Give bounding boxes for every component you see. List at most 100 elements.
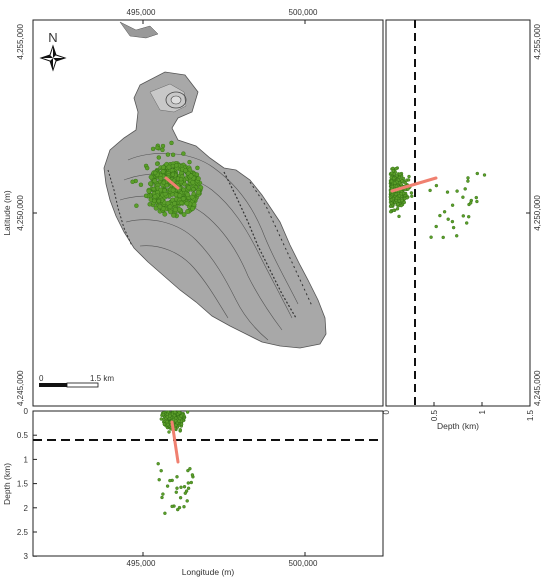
- scale-bar: 0 1.5 km: [39, 374, 114, 388]
- depth-point: [167, 430, 171, 434]
- epicenter-point: [156, 155, 162, 160]
- epicenter-point: [170, 172, 176, 177]
- epicenter-point: [146, 188, 152, 194]
- depth-point: [157, 478, 161, 482]
- epicenter-point: [195, 189, 201, 195]
- depth-point: [394, 196, 399, 200]
- depth-point: [394, 166, 398, 171]
- depth-point: [461, 214, 465, 218]
- side-xticks: 00.511.522.53: [382, 402, 535, 421]
- epicenter-point: [160, 164, 166, 170]
- depth-point: [179, 485, 183, 489]
- epicenter-point: [164, 183, 170, 188]
- side-xtick-label: 1: [478, 409, 487, 414]
- depth-point: [463, 187, 467, 191]
- depth-point: [163, 511, 167, 515]
- depth-point: [168, 414, 172, 418]
- depth-point: [450, 219, 455, 224]
- epicenter-point: [185, 209, 191, 214]
- map-fault-trace: [164, 176, 180, 190]
- epicenter-point: [181, 151, 186, 156]
- depth-point: [178, 496, 183, 500]
- depth-point: [394, 192, 398, 197]
- depth-point: [434, 183, 439, 188]
- depth-point: [178, 416, 182, 421]
- depth-point: [393, 181, 397, 185]
- depth-point: [389, 209, 393, 214]
- side-fault-trace: [390, 176, 438, 193]
- depth-point: [172, 413, 177, 418]
- map-panel: N 0 1.5 km 495,000 500,000 4,255,000 4,2…: [2, 8, 384, 407]
- epicenter-point: [177, 193, 183, 199]
- epicenter-point: [134, 203, 139, 208]
- epicenter-point: [147, 202, 152, 207]
- depth-point: [185, 499, 189, 503]
- depth-point: [159, 469, 163, 473]
- bottom-yaxis-label: Depth (km): [2, 463, 12, 505]
- map-xtick-500000: 500,000: [289, 8, 318, 17]
- epicenter-point: [191, 186, 196, 192]
- depth-point: [461, 195, 465, 199]
- depth-point: [389, 171, 394, 175]
- depth-point: [165, 484, 170, 488]
- map-ytick-4250000: 4,250,000: [16, 195, 25, 231]
- epicenter-point: [160, 169, 166, 174]
- depth-point: [391, 169, 395, 173]
- depth-point: [161, 492, 165, 496]
- epicenter-point: [154, 161, 160, 167]
- depth-point: [406, 178, 411, 182]
- depth-point: [474, 195, 478, 200]
- epicenter-point: [167, 204, 173, 210]
- side-xaxis-label: Depth (km): [437, 421, 479, 431]
- bottom-ytick-label: 2.5: [17, 528, 29, 537]
- epicenter-point: [181, 212, 187, 218]
- depth-point: [390, 184, 395, 189]
- epicenter-point: [160, 147, 165, 153]
- epicenter-point: [144, 165, 150, 171]
- depth-point: [182, 485, 187, 489]
- depth-point: [403, 181, 407, 185]
- depth-point: [469, 201, 473, 205]
- epicenter-point: [152, 194, 158, 199]
- epicenter-point: [171, 178, 177, 183]
- epicenter-point: [138, 182, 144, 188]
- depth-point: [392, 176, 396, 181]
- depth-point: [179, 414, 184, 418]
- epicenter-point: [165, 152, 171, 157]
- bottom-events: [156, 410, 195, 515]
- depth-point: [175, 475, 179, 479]
- epicenter-point: [156, 198, 161, 204]
- epicenter-point: [181, 187, 186, 192]
- depth-point: [397, 194, 402, 198]
- depth-point: [174, 490, 179, 494]
- depth-point: [429, 235, 433, 239]
- bottom-fault-trace: [170, 420, 180, 464]
- bottom-ytick-label: 1: [24, 455, 29, 464]
- epicenter-point: [169, 140, 174, 146]
- side-xtick-label: 0: [382, 409, 391, 414]
- depth-point: [465, 221, 469, 225]
- epicenter-point: [171, 212, 176, 218]
- epicenter-point: [168, 209, 173, 215]
- depth-point: [467, 214, 471, 219]
- epicenter-point: [187, 159, 192, 165]
- bottom-ytick-label: 0: [24, 407, 29, 416]
- depth-point: [190, 473, 195, 477]
- epicenter-point: [172, 200, 177, 206]
- depth-point: [441, 235, 445, 240]
- epicenter-point: [183, 168, 189, 173]
- depth-point: [173, 419, 178, 423]
- depth-point: [183, 491, 188, 495]
- depth-point: [394, 184, 399, 189]
- epicenter-point: [191, 191, 196, 197]
- side-xtick-label: 0.5: [430, 409, 439, 421]
- epicenter-point: [190, 179, 196, 185]
- side-xtick-label: 1.5: [526, 409, 535, 421]
- epicenter-point: [179, 200, 184, 206]
- depth-point: [186, 481, 191, 485]
- north-arrow-icon: [39, 44, 67, 72]
- bottom-xaxis-label: Longitude (m): [182, 567, 235, 577]
- depth-point: [466, 179, 470, 183]
- depth-point: [428, 188, 432, 193]
